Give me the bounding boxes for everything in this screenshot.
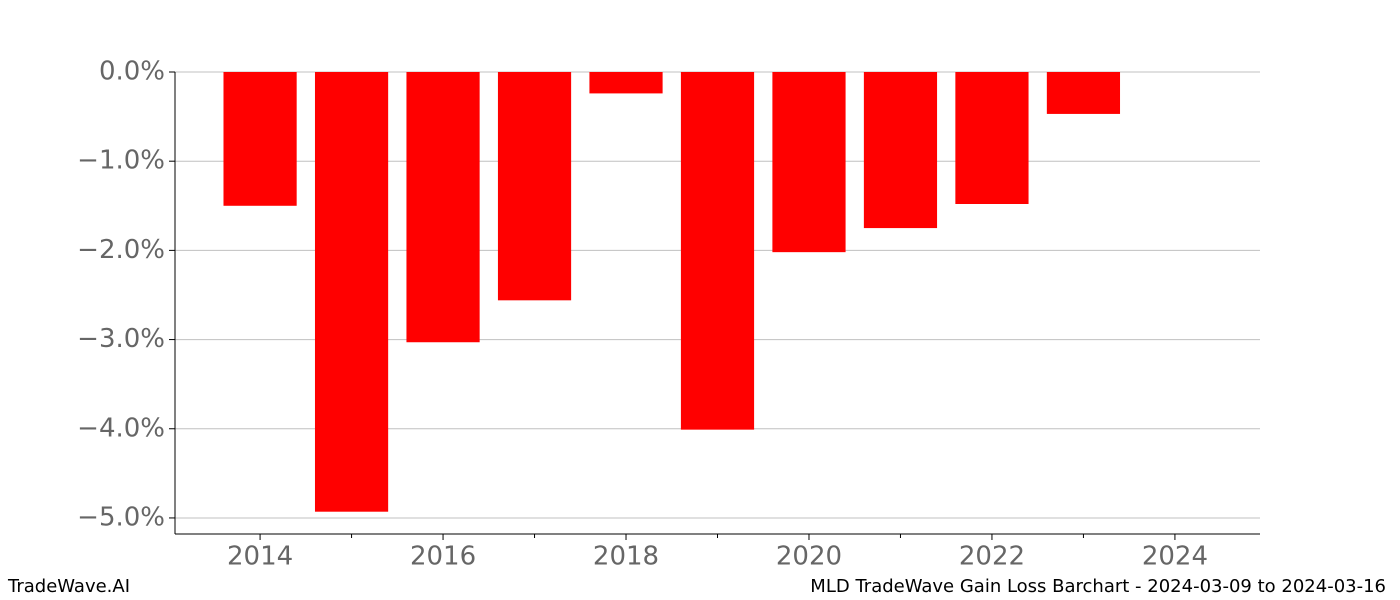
y-tick-label: −1.0%: [77, 146, 165, 176]
bar: [406, 72, 480, 343]
bar: [955, 72, 1029, 204]
y-tick-label: −4.0%: [77, 413, 165, 443]
x-tick-label: 2018: [593, 542, 659, 572]
x-tick-label: 2024: [1142, 542, 1208, 572]
chart-title: MLD TradeWave Gain Loss Barchart - 2024-…: [810, 576, 1386, 597]
bar: [863, 72, 938, 229]
x-tick-label: 2020: [776, 542, 842, 572]
y-tick-label: −5.0%: [77, 502, 165, 532]
bar: [680, 72, 755, 430]
y-tick-label: −3.0%: [77, 324, 165, 354]
bar: [1046, 72, 1121, 114]
bar: [497, 72, 572, 301]
x-tick-label: 2014: [227, 542, 293, 572]
x-tick-label: 2016: [410, 542, 476, 572]
y-tick-label: 0.0%: [99, 57, 165, 87]
bar: [223, 72, 297, 206]
bar: [589, 72, 663, 94]
source: TradeWave.AI: [7, 576, 130, 597]
bar: [772, 72, 846, 253]
x-tick-label: 2022: [959, 542, 1025, 572]
y-tick-label: −2.0%: [77, 235, 165, 265]
bar: [314, 72, 389, 512]
